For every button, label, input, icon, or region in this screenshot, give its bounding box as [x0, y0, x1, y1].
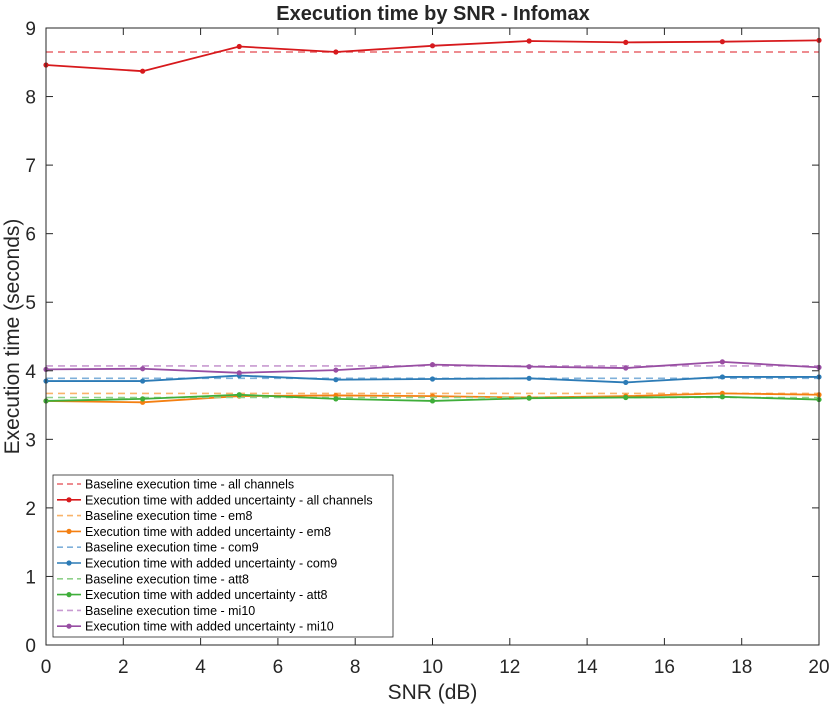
x-tick-label: 20: [808, 657, 829, 678]
data-point: [429, 398, 436, 404]
data-point: [333, 377, 339, 383]
legend-entry-2: Baseline execution time - em8: [57, 509, 252, 523]
y-tick-label: 4: [25, 362, 36, 383]
y-tick-label: 2: [25, 499, 36, 520]
data-point: [526, 375, 532, 381]
legend-entry-7: Execution time with added uncertainty - …: [57, 588, 328, 602]
x-tick-label: 6: [273, 657, 284, 678]
legend: Baseline execution time - all channelsEx…: [52, 474, 394, 638]
data-point: [719, 394, 725, 400]
data-point: [236, 392, 242, 398]
legend-entry-5: Execution time with added uncertainty - …: [57, 557, 337, 571]
legend-marker: [66, 528, 72, 535]
data-point: [719, 374, 725, 380]
data-point: [719, 359, 725, 365]
y-tick-label: 7: [25, 156, 36, 177]
legend-entry-6: Baseline execution time - att8: [57, 572, 249, 586]
y-tick-label: 5: [25, 293, 36, 314]
y-tick-label: 3: [25, 430, 36, 451]
legend-marker: [66, 623, 72, 629]
series-9: [43, 359, 822, 376]
data-point: [333, 396, 339, 402]
x-tick-label: 2: [118, 657, 129, 678]
y-axis-label: Execution time (seconds): [1, 219, 24, 455]
legend-entry-1: Execution time with added uncertainty - …: [57, 493, 373, 507]
chart-title: Execution time by SNR - Infomax: [276, 3, 589, 25]
x-tick-label: 0: [41, 657, 52, 678]
data-point: [140, 396, 146, 402]
x-tick-label: 4: [195, 657, 206, 678]
legend-label: Baseline execution time - all channels: [85, 478, 294, 492]
legend-marker: [66, 497, 72, 503]
legend-marker: [66, 560, 72, 566]
data-point: [429, 376, 436, 382]
x-axis-label: SNR (dB): [388, 681, 478, 704]
data-point: [236, 370, 242, 376]
series-7: [43, 392, 822, 404]
data-point: [526, 38, 532, 44]
series-1: [43, 37, 822, 74]
legend-label: Execution time with added uncertainty - …: [85, 493, 373, 507]
data-point: [140, 68, 146, 74]
legend-entry-4: Baseline execution time - com9: [57, 541, 259, 555]
data-point: [429, 362, 436, 368]
data-point: [719, 39, 725, 45]
x-tick-label: 8: [350, 657, 361, 678]
y-tick-label: 1: [25, 567, 36, 588]
x-tick-label: 18: [731, 657, 752, 678]
legend-entry-8: Baseline execution time - mi10: [57, 604, 255, 618]
x-tick-label: 12: [499, 657, 520, 678]
legend-entry-9: Execution time with added uncertainty - …: [57, 620, 334, 634]
legend-label: Execution time with added uncertainty - …: [85, 588, 328, 602]
legend-label: Execution time with added uncertainty - …: [85, 525, 331, 539]
legend-label: Baseline execution time - att8: [85, 572, 249, 586]
legend-label: Execution time with added uncertainty - …: [85, 620, 334, 634]
y-tick-label: 6: [25, 225, 36, 246]
legend-label: Baseline execution time - em8: [85, 509, 252, 523]
x-tick-label: 14: [577, 657, 599, 678]
x-tick-label: 10: [422, 657, 443, 678]
data-point: [526, 364, 532, 370]
legend-label: Baseline execution time - com9: [85, 541, 259, 555]
y-tick-label: 8: [25, 88, 36, 109]
legend-label: Execution time with added uncertainty - …: [85, 557, 337, 571]
y-tick-label: 9: [25, 19, 36, 40]
data-point: [333, 49, 339, 55]
y-tick-label: 0: [25, 636, 36, 657]
data-point: [623, 365, 629, 371]
data-point: [623, 39, 629, 45]
legend-label: Baseline execution time - mi10: [85, 604, 255, 618]
x-tick-label: 16: [654, 657, 675, 678]
legend-entry-3: Execution time with added uncertainty - …: [57, 525, 331, 539]
legend-box: [52, 474, 394, 638]
data-point: [623, 394, 629, 401]
data-point: [140, 378, 146, 384]
legend-entry-0: Baseline execution time - all channels: [57, 478, 294, 492]
data-point: [429, 43, 436, 49]
data-point: [623, 379, 629, 386]
data-point: [236, 43, 242, 50]
data-point: [526, 395, 532, 401]
data-point: [333, 367, 339, 373]
legend-marker: [66, 592, 72, 598]
data-point: [140, 366, 146, 372]
